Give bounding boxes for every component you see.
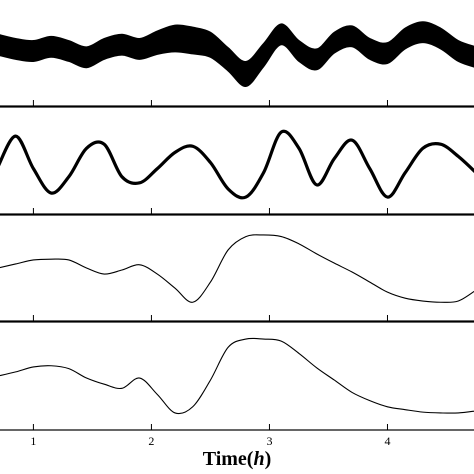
x-axis-label: Time(h) xyxy=(0,447,474,471)
x-tick-label-2: 2 xyxy=(148,434,154,448)
panel-1-frame xyxy=(0,105,474,107)
x-axis-label-variable: h xyxy=(253,448,265,470)
panel-3-series-line xyxy=(0,234,474,303)
panel-2-series-line xyxy=(0,129,474,200)
panel-4-frame xyxy=(0,321,474,431)
panel-3-frame xyxy=(0,214,474,322)
x-tick-label-1: 1 xyxy=(30,434,36,448)
panel-2-frame xyxy=(0,106,474,215)
x-axis-label-text: Time( xyxy=(202,448,254,470)
plot-area: 1 2 3 4 xyxy=(0,21,474,448)
panel-4-series-line xyxy=(0,337,474,415)
x-axis-label-close: ) xyxy=(264,448,272,470)
x-tick-label-3: 3 xyxy=(266,434,272,448)
panel-1-envelope xyxy=(0,21,474,88)
x-tick-label-4: 4 xyxy=(384,434,390,448)
